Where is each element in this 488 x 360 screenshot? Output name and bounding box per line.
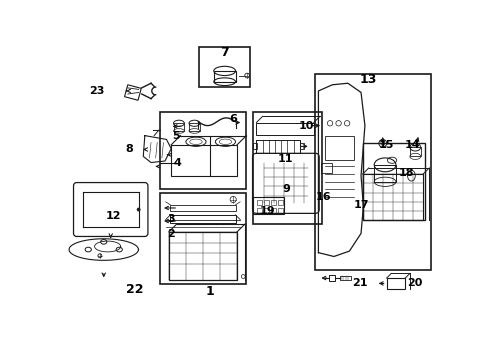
Bar [257, 208, 261, 213]
Text: 11: 11 [278, 154, 293, 164]
Bar [328, 275, 335, 281]
Text: 16: 16 [315, 192, 331, 202]
Bar [170, 205, 235, 211]
Text: 2: 2 [167, 229, 175, 239]
Text: 1: 1 [205, 285, 214, 298]
Bar [314, 74, 430, 270]
Bar [340, 276, 350, 280]
Text: 21: 21 [352, 278, 367, 288]
Text: 19: 19 [259, 206, 275, 216]
Bar [173, 123, 184, 131]
Bar [362, 174, 422, 220]
Text: 8: 8 [125, 144, 133, 154]
Bar [386, 278, 405, 289]
Bar [213, 71, 235, 82]
Text: 7: 7 [220, 46, 228, 59]
Bar [252, 143, 257, 149]
Bar [159, 112, 246, 189]
Bar [409, 147, 420, 156]
Bar [363, 143, 425, 220]
Bar [264, 208, 268, 213]
Bar [252, 112, 322, 224]
Bar [278, 208, 282, 213]
Bar [170, 215, 235, 222]
Bar [373, 165, 395, 182]
Text: 15: 15 [378, 140, 393, 150]
Bar [324, 136, 353, 160]
Bar [270, 200, 275, 205]
Text: 14: 14 [404, 140, 419, 150]
Text: 5: 5 [172, 131, 179, 141]
Bar [168, 232, 237, 280]
Text: 12: 12 [106, 211, 122, 221]
Bar [270, 208, 275, 213]
Text: 23: 23 [89, 86, 104, 96]
Bar [159, 193, 246, 284]
Bar [253, 197, 284, 214]
Bar [256, 140, 299, 153]
Bar [124, 85, 141, 100]
Bar [320, 163, 331, 173]
Text: 4: 4 [173, 158, 181, 167]
Bar [256, 122, 313, 135]
Text: 6: 6 [229, 114, 237, 125]
Text: 13: 13 [359, 73, 376, 86]
Bar [264, 200, 268, 205]
Bar [257, 200, 261, 205]
Text: 3: 3 [167, 214, 175, 224]
Text: 17: 17 [353, 200, 369, 210]
Text: 10: 10 [299, 121, 314, 131]
Text: 22: 22 [126, 283, 143, 296]
Text: 18: 18 [397, 167, 413, 177]
Text: 9: 9 [282, 184, 289, 194]
Bar [299, 143, 304, 149]
Bar [278, 200, 282, 205]
Bar [199, 47, 250, 87]
Bar [189, 123, 200, 131]
Ellipse shape [137, 208, 140, 211]
Bar [171, 145, 237, 176]
Text: 20: 20 [406, 278, 421, 288]
